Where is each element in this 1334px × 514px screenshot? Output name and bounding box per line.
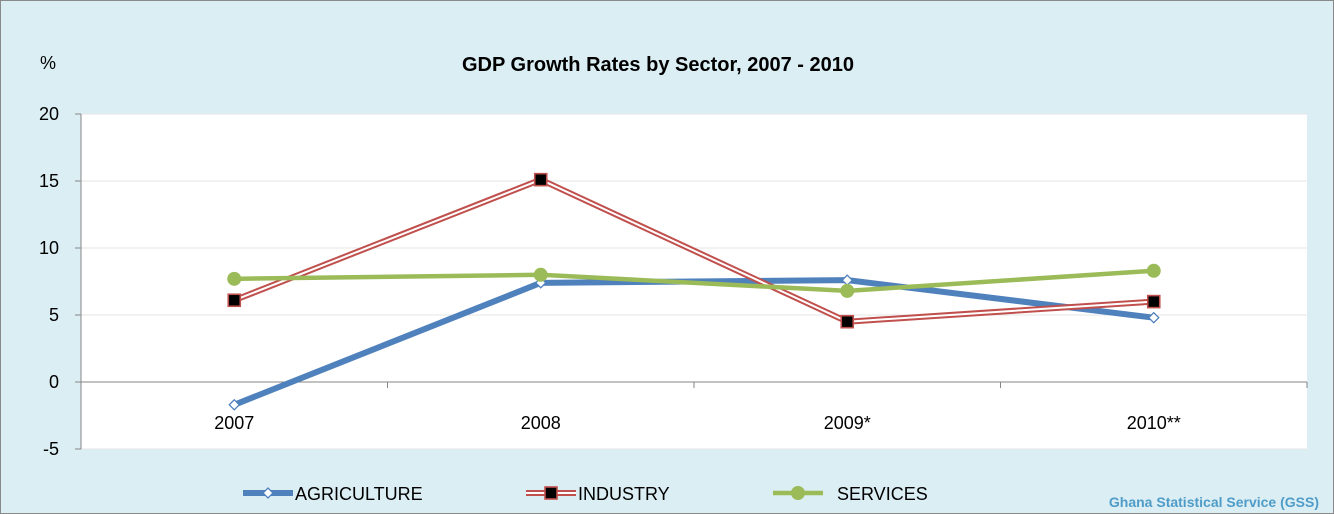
agriculture-legend-label: AGRICULTURE bbox=[295, 484, 423, 504]
y-tick-label: 10 bbox=[39, 238, 59, 258]
x-tick-label: 2008 bbox=[521, 413, 561, 433]
y-tick-label: 15 bbox=[39, 171, 59, 191]
industry-point bbox=[1146, 294, 1161, 309]
y-tick-label: 20 bbox=[39, 104, 59, 124]
agriculture-point bbox=[228, 398, 241, 411]
chart-title: GDP Growth Rates by Sector, 2007 - 2010 bbox=[462, 54, 854, 76]
agriculture-point bbox=[1147, 311, 1160, 324]
services-legend-marker bbox=[791, 486, 805, 500]
services-point bbox=[227, 271, 242, 286]
industry-legend-marker bbox=[544, 486, 558, 500]
industry-legend-label: INDUSTRY bbox=[578, 484, 670, 504]
y-tick-label: 0 bbox=[49, 372, 59, 392]
plot-area: -5 0 5 10 15 20 2007 2008 2009* 2010** AGRICULTURE… bbox=[39, 104, 1308, 504]
services-point bbox=[533, 267, 548, 282]
x-tick-label: 2007 bbox=[214, 413, 254, 433]
industry-point bbox=[840, 314, 855, 329]
industry-series-line-inner bbox=[233, 178, 1154, 323]
x-tick-label: 2009* bbox=[824, 413, 871, 433]
services-point bbox=[840, 283, 855, 298]
y-unit-label: % bbox=[40, 53, 56, 73]
y-tick-label: -5 bbox=[43, 439, 59, 459]
y-tick-label: 5 bbox=[49, 305, 59, 325]
services-point bbox=[1146, 263, 1161, 278]
industry-point bbox=[227, 293, 242, 308]
source-credit: Ghana Statistical Service (GSS) bbox=[1109, 494, 1319, 510]
industry-point bbox=[533, 172, 548, 187]
agriculture-legend-marker bbox=[262, 487, 274, 499]
services-series-line bbox=[234, 268, 1154, 294]
services-legend-label: SERVICES bbox=[837, 484, 928, 504]
x-tick-label: 2010** bbox=[1127, 413, 1181, 433]
